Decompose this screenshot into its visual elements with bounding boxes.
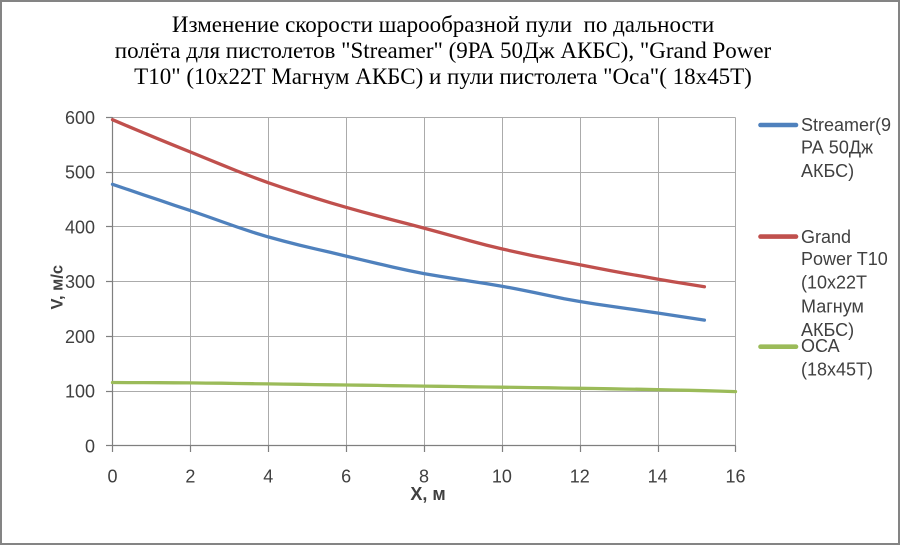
svg-text:(18х45Т): (18х45Т) bbox=[801, 359, 873, 379]
svg-text:500: 500 bbox=[65, 163, 95, 183]
svg-text:(10х22Т: (10х22Т bbox=[801, 273, 867, 293]
svg-text:16: 16 bbox=[725, 467, 745, 487]
svg-text:4: 4 bbox=[263, 467, 273, 487]
svg-text:АКБС): АКБС) bbox=[801, 161, 854, 181]
svg-text:300: 300 bbox=[65, 272, 95, 292]
svg-text:12: 12 bbox=[570, 467, 590, 487]
svg-text:2: 2 bbox=[185, 467, 195, 487]
svg-text:Магнум: Магнум bbox=[801, 296, 864, 316]
svg-text:14: 14 bbox=[648, 467, 668, 487]
svg-text:8: 8 bbox=[419, 467, 429, 487]
svg-text:Streamer(9: Streamer(9 bbox=[801, 115, 891, 135]
svg-text:РА 50Дж: РА 50Дж bbox=[801, 137, 873, 157]
svg-text:200: 200 bbox=[65, 327, 95, 347]
svg-text:6: 6 bbox=[341, 467, 351, 487]
svg-text:Х, м: Х, м bbox=[410, 484, 445, 504]
svg-text:0: 0 bbox=[107, 467, 117, 487]
svg-text:10: 10 bbox=[492, 467, 512, 487]
svg-text:100: 100 bbox=[65, 382, 95, 402]
svg-text:V, м/с: V, м/с bbox=[48, 265, 66, 310]
svg-text:0: 0 bbox=[85, 436, 95, 456]
svg-text:Grand: Grand bbox=[801, 227, 851, 247]
svg-text:АКБС): АКБС) bbox=[801, 320, 854, 340]
svg-text:ОСА: ОСА bbox=[801, 336, 840, 356]
svg-text:600: 600 bbox=[65, 108, 95, 128]
svg-text:Power T10: Power T10 bbox=[801, 249, 888, 269]
svg-text:400: 400 bbox=[65, 217, 95, 237]
